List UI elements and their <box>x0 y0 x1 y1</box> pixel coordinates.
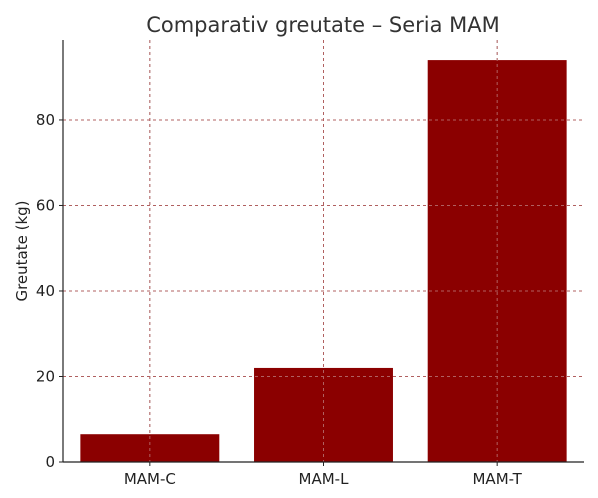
x-tick-label: MAM-C <box>124 470 176 488</box>
y-tick-label: 0 <box>45 453 55 471</box>
chart-title: Comparativ greutate – Seria MAM <box>146 13 500 37</box>
y-tick-label: 40 <box>36 282 55 300</box>
ticks-layer: 0 20 40 60 80 MAM-C MAM-L MAM-T <box>36 111 523 488</box>
bars-layer <box>63 40 584 462</box>
y-tick-label: 80 <box>36 111 55 129</box>
x-tick-label: MAM-T <box>472 470 522 488</box>
x-tick-label: MAM-L <box>299 470 350 488</box>
y-axis-label: Greutate (kg) <box>13 200 31 301</box>
y-tick-label: 20 <box>36 367 55 385</box>
y-tick-label: 60 <box>36 196 55 214</box>
